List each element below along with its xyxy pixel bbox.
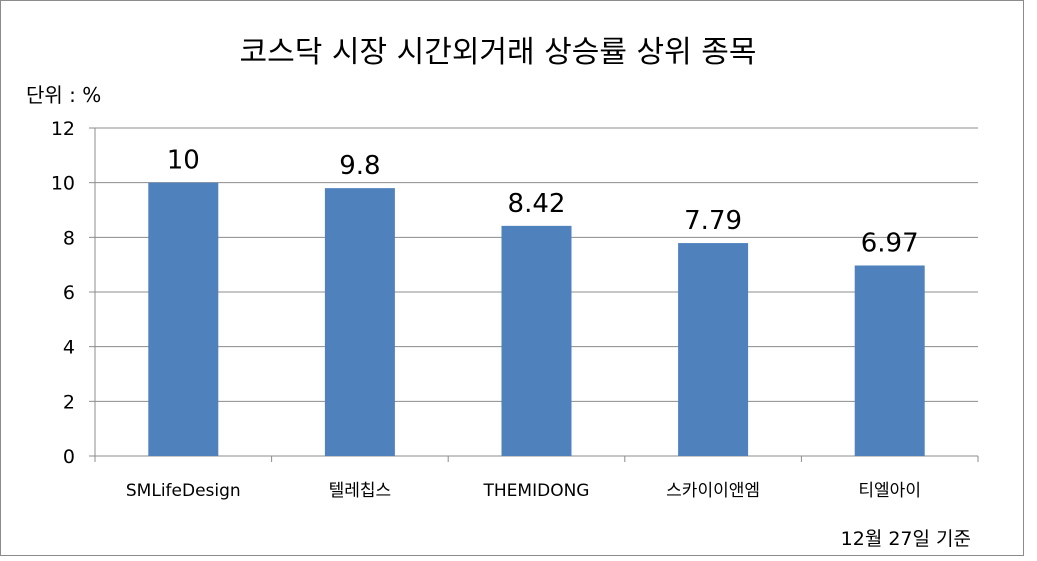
category-labels: SMLifeDesign 텔레칩스 THEMIDONG 스카이이앤엠 티엘아이 bbox=[126, 481, 921, 501]
category-label: 스카이이앤엠 bbox=[666, 481, 760, 501]
bars bbox=[148, 182, 925, 456]
bar bbox=[678, 243, 749, 456]
y-tick-label: 2 bbox=[63, 391, 75, 413]
bar bbox=[501, 225, 572, 456]
category-label: SMLifeDesign bbox=[126, 481, 241, 501]
data-label: 9.8 bbox=[339, 151, 380, 181]
data-label: 7.79 bbox=[684, 206, 742, 236]
y-tick-label: 0 bbox=[63, 446, 75, 468]
category-label: 텔레칩스 bbox=[329, 481, 392, 501]
category-label: 티엘아이 bbox=[858, 481, 921, 501]
y-tick-label: 12 bbox=[51, 118, 75, 140]
y-tick-label: 4 bbox=[63, 337, 75, 359]
date-note: 12월 27일 기준 bbox=[841, 528, 971, 550]
unit-label: 단위 : % bbox=[26, 83, 101, 107]
data-label: 8.42 bbox=[508, 189, 566, 219]
bar bbox=[854, 265, 925, 456]
chart-title: 코스닥 시장 시간외거래 상승률 상위 종목 bbox=[240, 35, 757, 70]
data-label: 6.97 bbox=[861, 228, 919, 258]
y-tick-label: 6 bbox=[63, 282, 75, 304]
chart-frame: 코스닥 시장 시간외거래 상승률 상위 종목 단위 : % 0 2 4 6 8 10 12 … bbox=[0, 0, 1024, 556]
bar-chart: 코스닥 시장 시간외거래 상승률 상위 종목 단위 : % 024681012 … bbox=[26, 35, 979, 550]
bar bbox=[148, 182, 219, 456]
category-label: THEMIDONG bbox=[483, 481, 590, 501]
y-tick-label: 10 bbox=[51, 173, 75, 195]
data-labels: 10 9.8 8.42 7.79 6.97 bbox=[167, 146, 919, 259]
data-label: 10 bbox=[167, 146, 200, 176]
y-tick-label: 8 bbox=[63, 227, 75, 249]
bar bbox=[324, 188, 395, 456]
